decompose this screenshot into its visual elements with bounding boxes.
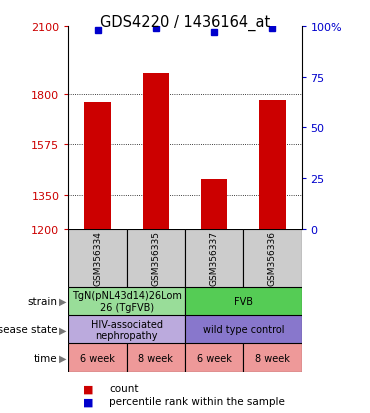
Text: GSM356337: GSM356337	[210, 231, 219, 285]
Bar	[68, 316, 185, 344]
Text: HIV-associated
nephropathy: HIV-associated nephropathy	[91, 319, 163, 340]
Text: ■: ■	[83, 383, 94, 393]
Text: GSM356336: GSM356336	[268, 231, 277, 285]
Bar	[259, 101, 286, 229]
Bar	[68, 229, 127, 287]
Bar	[68, 344, 127, 372]
Text: count: count	[109, 383, 139, 393]
Text: GSM356335: GSM356335	[151, 231, 160, 285]
Bar	[243, 344, 302, 372]
Bar	[127, 229, 185, 287]
Text: GSM356334: GSM356334	[93, 231, 102, 285]
Text: disease state: disease state	[0, 325, 57, 335]
Bar	[127, 344, 185, 372]
Text: ■: ■	[83, 396, 94, 406]
Text: GDS4220 / 1436164_at: GDS4220 / 1436164_at	[100, 14, 270, 31]
Bar	[185, 287, 302, 315]
Bar	[185, 344, 243, 372]
Text: FVB: FVB	[234, 296, 253, 306]
Text: 8 week: 8 week	[138, 353, 173, 363]
Bar	[185, 229, 243, 287]
Text: wild type control: wild type control	[202, 325, 284, 335]
Text: 8 week: 8 week	[255, 353, 290, 363]
Text: strain: strain	[27, 296, 57, 306]
Bar	[68, 287, 185, 315]
Text: ▶: ▶	[59, 296, 67, 306]
Bar	[143, 74, 169, 229]
Bar	[243, 229, 302, 287]
Bar	[185, 316, 302, 344]
Bar	[84, 103, 111, 229]
Text: TgN(pNL43d14)26Lom
26 (TgFVB): TgN(pNL43d14)26Lom 26 (TgFVB)	[72, 290, 182, 312]
Text: ▶: ▶	[59, 325, 67, 335]
Text: ▶: ▶	[59, 353, 67, 363]
Text: 6 week: 6 week	[197, 353, 232, 363]
Text: time: time	[34, 353, 57, 363]
Text: 6 week: 6 week	[80, 353, 115, 363]
Bar	[201, 180, 227, 229]
Text: percentile rank within the sample: percentile rank within the sample	[109, 396, 285, 406]
